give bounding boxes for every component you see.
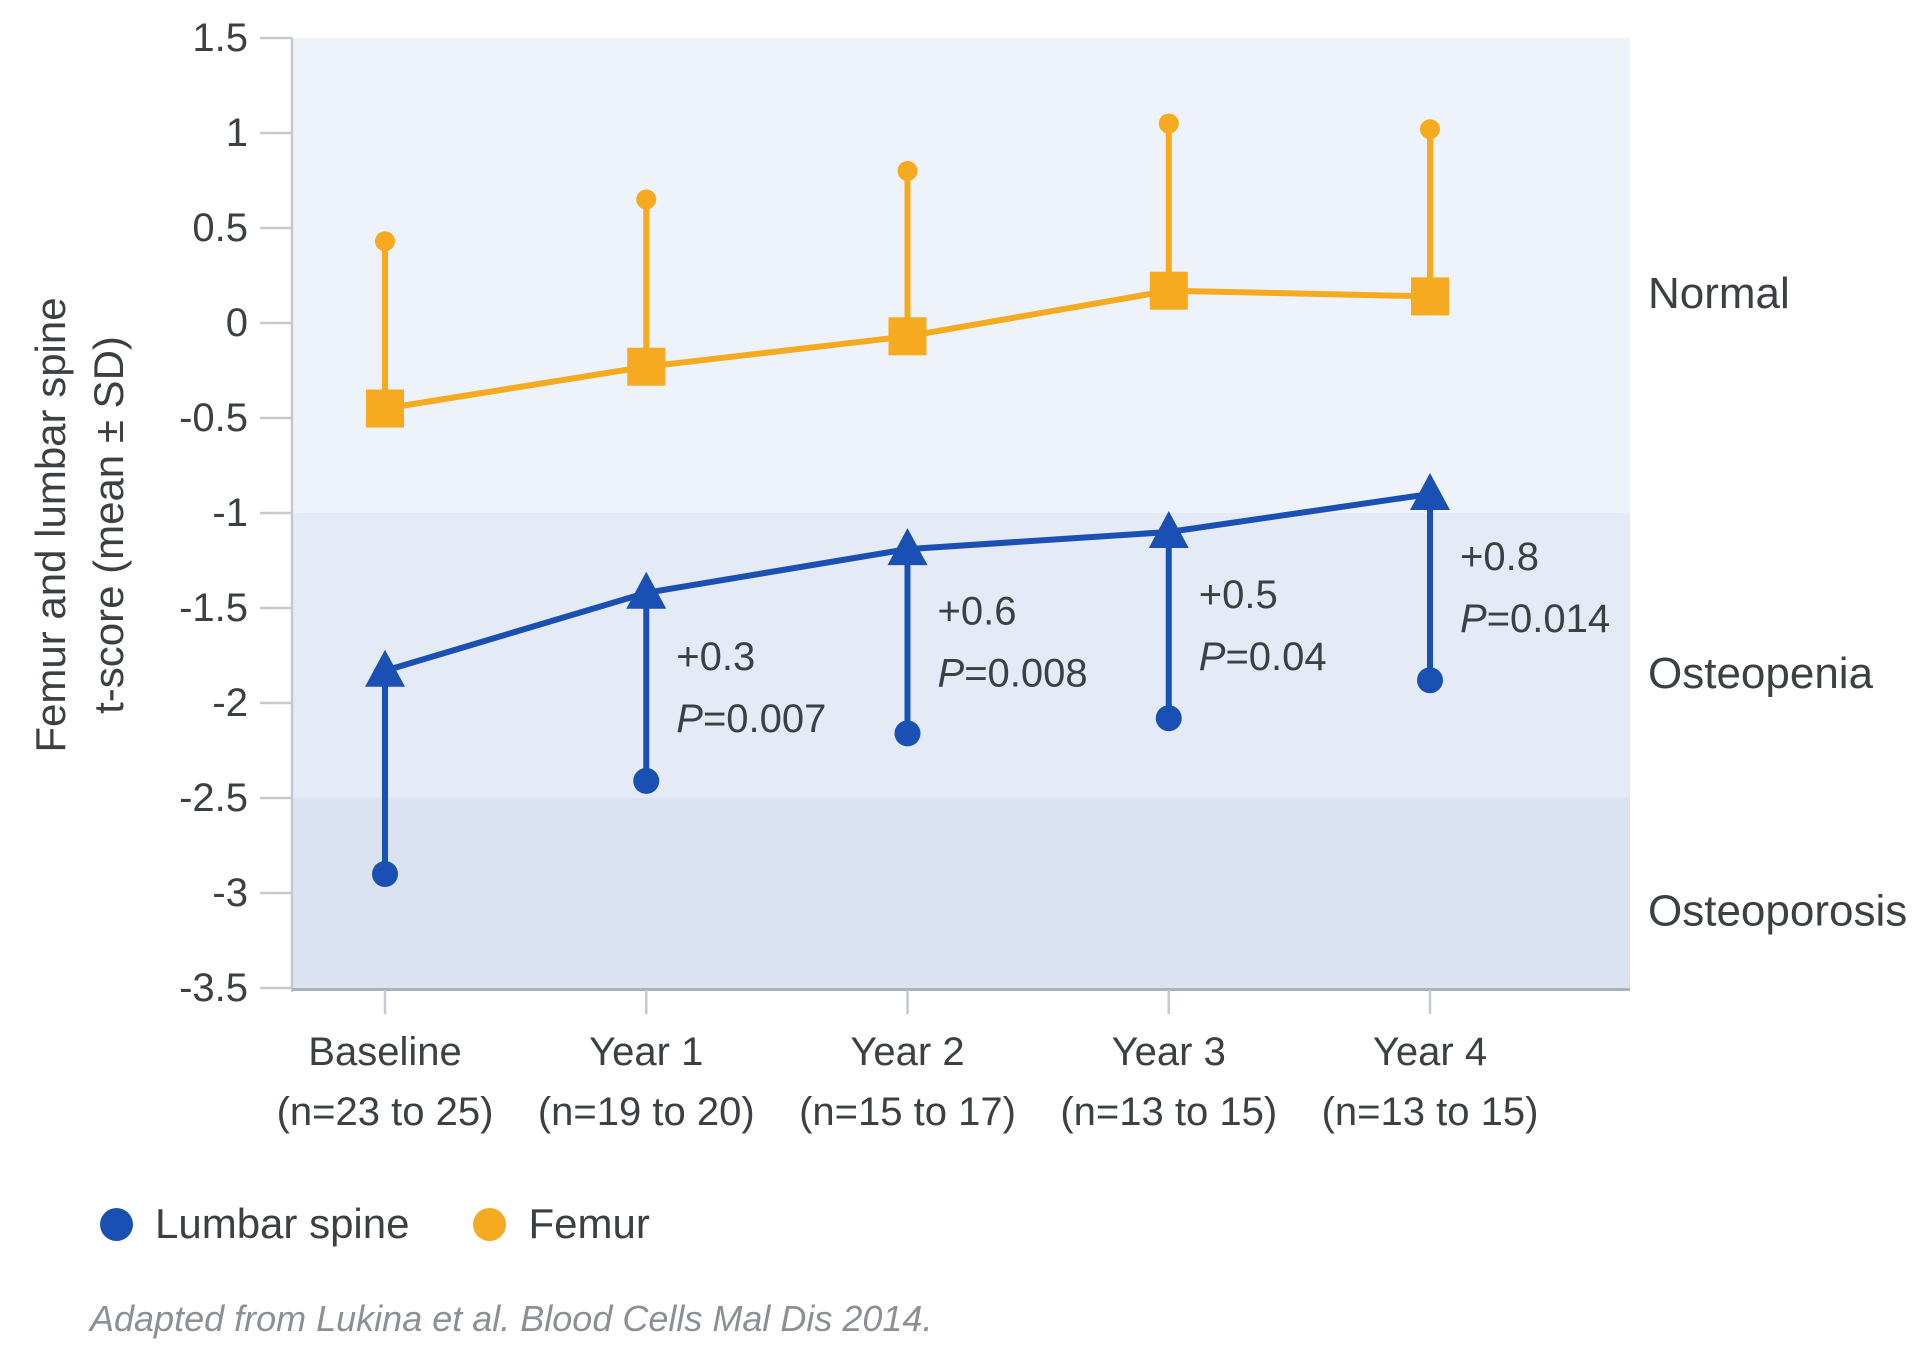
- y-axis-title-line2: t-score (mean ± SD): [85, 336, 132, 714]
- annotation-pvalue: P=0.008: [938, 651, 1088, 695]
- legend-label-lumbar-spine: Lumbar spine: [155, 1200, 410, 1247]
- femur-dot-icon: [473, 1207, 507, 1241]
- femur-error-cap: [1158, 113, 1179, 134]
- zone-label-osteopenia: Osteopenia: [1648, 649, 1874, 698]
- y-tick-label: -3: [212, 871, 248, 915]
- x-category-label: Year 1: [589, 1030, 703, 1074]
- annotation-pvalue: P=0.014: [1460, 597, 1610, 641]
- legend: Lumbar spine Femur: [100, 1200, 650, 1248]
- zone-band-normal: [292, 38, 1630, 513]
- lumbar-spine-error-cap: [1155, 705, 1182, 732]
- x-category-sublabel: (n=15 to 17): [799, 1090, 1016, 1134]
- y-tick-label: 1: [226, 111, 248, 155]
- annotation-delta: +0.6: [938, 589, 1017, 633]
- x-category-label: Year 3: [1112, 1030, 1226, 1074]
- x-category-label: Baseline: [308, 1030, 461, 1074]
- lumbar-spine-dot-icon: [100, 1207, 133, 1241]
- y-axis-title: Femur and lumbar spine t-score (mean ± S…: [20, 25, 140, 1025]
- femur-error-cap: [897, 161, 918, 181]
- y-tick-label: 0: [226, 301, 248, 345]
- femur-error-cap: [636, 189, 657, 210]
- x-category-sublabel: (n=19 to 20): [538, 1090, 755, 1134]
- annotation-delta: +0.3: [676, 635, 755, 679]
- lumbar-spine-marker: [626, 571, 667, 609]
- y-tick-label: -2.5: [179, 776, 248, 820]
- y-axis-title-line1: Femur and lumbar spine: [27, 297, 75, 753]
- femur-marker: [366, 389, 404, 428]
- x-category-sublabel: (n=13 to 15): [1322, 1090, 1539, 1134]
- annotation-pvalue: P=0.04: [1199, 635, 1327, 679]
- zone-label-normal: Normal: [1648, 269, 1790, 318]
- annotation-delta: +0.8: [1460, 535, 1539, 579]
- x-category-label: Year 2: [850, 1030, 964, 1074]
- lumbar-spine-marker: [887, 528, 928, 566]
- femur-marker: [1411, 277, 1449, 316]
- lumbar-spine-marker: [1410, 473, 1450, 510]
- source-note: Adapted from Lukina et al. Blood Cells M…: [90, 1298, 933, 1339]
- lumbar-spine-error-cap: [1417, 667, 1443, 694]
- lumbar-spine-marker: [1148, 511, 1189, 548]
- x-category-sublabel: (n=13 to 15): [1060, 1090, 1277, 1134]
- lumbar-spine-marker: [365, 649, 405, 687]
- annotation-pvalue: P=0.007: [676, 697, 826, 741]
- femur-error-cap: [1420, 119, 1440, 140]
- y-tick-label: -0.5: [179, 396, 248, 440]
- lumbar-spine-error-cap: [633, 767, 660, 794]
- legend-label-femur: Femur: [528, 1200, 650, 1247]
- zone-label-osteoporosis: Osteoporosis: [1648, 887, 1907, 936]
- y-tick-label: -3.5: [179, 966, 248, 1010]
- femur-error-cap: [375, 231, 395, 252]
- zone-band-osteopenia: [292, 513, 1630, 798]
- y-tick-label: -2: [212, 681, 248, 725]
- legend-item-femur: Femur: [473, 1200, 650, 1248]
- zone-band-osteoporosis: [292, 798, 1630, 988]
- x-category-label: Year 4: [1373, 1030, 1487, 1074]
- femur-marker: [888, 317, 927, 356]
- y-tick-label: -1.5: [179, 586, 248, 630]
- tscore-chart-plot: Normal Osteopenia Osteoporosis 1.5 1 0.5 0 -0.5…: [179, 16, 1907, 1134]
- annotation-delta: +0.5: [1199, 573, 1278, 617]
- lumbar-spine-error-cap: [894, 720, 921, 747]
- legend-item-lumbar-spine: Lumbar spine: [100, 1200, 409, 1248]
- y-tick-label: -1: [212, 491, 248, 535]
- femur-marker: [627, 347, 666, 386]
- lumbar-spine-error-cap: [372, 861, 398, 887]
- y-tick-label: 0.5: [192, 206, 248, 250]
- x-category-sublabel: (n=23 to 25): [277, 1090, 494, 1134]
- femur-marker: [1149, 271, 1188, 310]
- y-tick-label: 1.5: [192, 16, 248, 60]
